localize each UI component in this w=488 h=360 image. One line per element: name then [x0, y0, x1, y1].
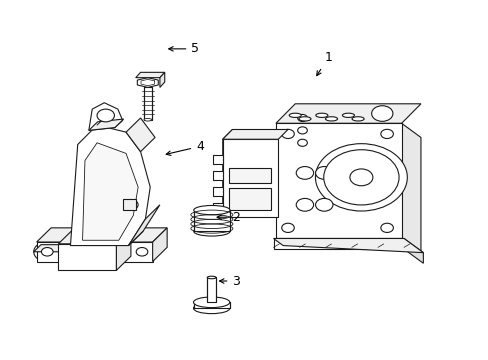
- Circle shape: [297, 114, 307, 122]
- Bar: [229, 168, 270, 183]
- Polygon shape: [207, 278, 216, 302]
- Polygon shape: [213, 171, 223, 180]
- Circle shape: [371, 106, 392, 121]
- Polygon shape: [403, 238, 423, 263]
- Circle shape: [296, 167, 313, 179]
- Circle shape: [123, 199, 138, 210]
- Circle shape: [41, 248, 53, 256]
- Circle shape: [297, 139, 307, 146]
- Bar: [122, 199, 136, 210]
- Polygon shape: [213, 187, 223, 196]
- Polygon shape: [193, 210, 229, 231]
- Circle shape: [296, 198, 313, 211]
- Polygon shape: [401, 123, 420, 253]
- Polygon shape: [37, 242, 152, 261]
- Circle shape: [315, 198, 332, 211]
- Polygon shape: [193, 302, 229, 308]
- Polygon shape: [89, 103, 122, 130]
- Polygon shape: [213, 203, 223, 212]
- Polygon shape: [160, 72, 164, 87]
- Polygon shape: [275, 104, 420, 123]
- Ellipse shape: [193, 303, 229, 314]
- Circle shape: [97, 109, 114, 122]
- Text: 3: 3: [219, 275, 240, 288]
- Circle shape: [281, 129, 294, 139]
- Ellipse shape: [143, 118, 151, 121]
- Ellipse shape: [315, 113, 327, 117]
- Polygon shape: [273, 238, 423, 253]
- Polygon shape: [137, 78, 158, 87]
- Ellipse shape: [351, 117, 364, 121]
- Polygon shape: [34, 245, 68, 252]
- Ellipse shape: [298, 117, 310, 121]
- Polygon shape: [116, 230, 131, 270]
- Text: 2: 2: [217, 211, 240, 224]
- Ellipse shape: [288, 113, 301, 117]
- Ellipse shape: [193, 227, 229, 236]
- Polygon shape: [82, 143, 138, 240]
- Polygon shape: [128, 205, 160, 246]
- Circle shape: [380, 223, 393, 233]
- Text: 5: 5: [168, 42, 199, 55]
- Circle shape: [349, 169, 372, 186]
- Polygon shape: [143, 87, 151, 120]
- Polygon shape: [223, 130, 287, 139]
- Ellipse shape: [193, 206, 229, 215]
- Polygon shape: [58, 244, 116, 270]
- Bar: [229, 188, 270, 210]
- Polygon shape: [136, 72, 164, 78]
- Polygon shape: [275, 123, 401, 238]
- Circle shape: [128, 242, 155, 262]
- Polygon shape: [223, 139, 278, 217]
- Polygon shape: [37, 228, 167, 242]
- Circle shape: [281, 223, 294, 233]
- Text: 1: 1: [316, 51, 331, 76]
- Text: 4: 4: [166, 140, 203, 156]
- Polygon shape: [70, 125, 150, 246]
- Circle shape: [34, 242, 61, 262]
- Polygon shape: [223, 130, 232, 217]
- Circle shape: [323, 150, 398, 205]
- Polygon shape: [58, 230, 131, 244]
- Polygon shape: [273, 238, 403, 249]
- Ellipse shape: [193, 297, 229, 307]
- Circle shape: [297, 127, 307, 134]
- Polygon shape: [89, 119, 123, 130]
- Polygon shape: [152, 228, 167, 261]
- Circle shape: [380, 129, 393, 139]
- Circle shape: [315, 144, 407, 211]
- Polygon shape: [126, 118, 155, 152]
- Ellipse shape: [325, 117, 337, 121]
- Ellipse shape: [342, 113, 354, 117]
- Circle shape: [315, 167, 332, 179]
- Polygon shape: [213, 155, 223, 164]
- Circle shape: [136, 248, 147, 256]
- Ellipse shape: [207, 276, 216, 279]
